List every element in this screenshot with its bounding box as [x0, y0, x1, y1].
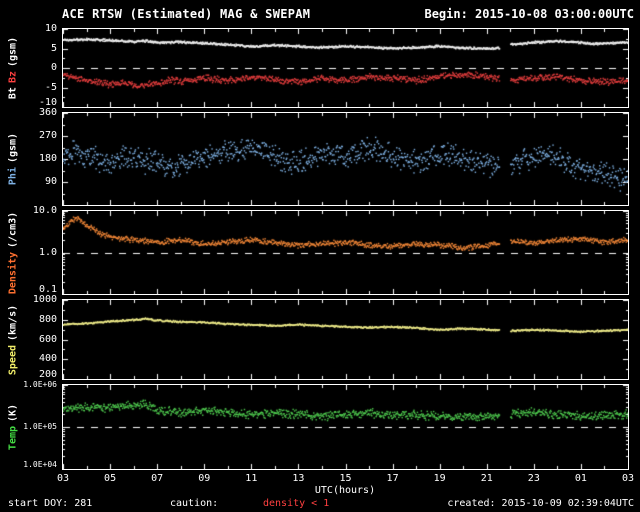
x-tick-label: 03	[56, 473, 70, 484]
y-axis-label-part: Temp	[7, 425, 19, 451]
x-tick-label: 03	[621, 473, 635, 484]
x-tick-label: 19	[433, 473, 446, 484]
y-tick-label: 0.1	[38, 284, 57, 295]
y-tick-label: 1000	[32, 294, 57, 305]
y-axis-label: Speed (km/s)	[8, 302, 19, 376]
y-axis-label-part: Bt	[7, 87, 19, 100]
y-tick-label: 10	[44, 23, 57, 34]
y-axis-label-part: (km/s)	[7, 304, 19, 341]
panel-phi	[62, 112, 629, 206]
caution-label: caution:	[170, 498, 219, 509]
y-tick-label: 10.0	[32, 205, 57, 216]
panel-speed	[62, 299, 629, 380]
y-axis-label-part: Bz	[7, 71, 19, 84]
y-tick-label: 200	[38, 369, 57, 380]
created-timestamp: created: 2015-10-09 02:39:04UTC	[447, 498, 634, 509]
y-tick-label: 1.0E+05	[23, 422, 57, 431]
y-tick-label: 270	[38, 130, 57, 141]
y-axis-label-part: (gsm)	[7, 36, 19, 68]
y-axis-label-part: Phi	[7, 167, 19, 186]
y-axis-label-part: (/cm3)	[7, 211, 19, 248]
y-tick-label: -10	[38, 97, 57, 108]
y-tick-label: 180	[38, 153, 57, 164]
y-axis-label: Phi (gsm)	[8, 131, 19, 187]
y-tick-label: 800	[38, 313, 57, 325]
y-axis-label: Density (/cm3)	[8, 209, 19, 295]
y-axis-label-part: (gsm)	[7, 132, 19, 164]
speed-canvas	[63, 300, 628, 379]
y-tick-label: 360	[38, 107, 57, 118]
y-tick-label: 1.0E+06	[23, 380, 57, 389]
x-tick-label: 17	[386, 473, 399, 484]
x-tick-label: 01	[574, 473, 587, 484]
start-doy-label: start DOY: 281	[8, 498, 93, 509]
y-tick-label: 400	[38, 353, 57, 365]
x-tick-label: 11	[245, 473, 258, 484]
bt-bz-canvas	[63, 29, 628, 107]
y-tick-label: 600	[38, 333, 57, 345]
y-tick-label: 0	[50, 62, 57, 73]
x-tick-label: 07	[151, 473, 164, 484]
y-axis-label: Temp (K)	[8, 402, 19, 452]
y-tick-label: 1.0	[38, 246, 57, 258]
panel-density	[62, 210, 629, 295]
temp-canvas	[63, 385, 628, 469]
phi-canvas	[63, 113, 628, 205]
y-axis-label-part: (K)	[7, 403, 19, 422]
y-axis-label-part: Speed	[7, 344, 19, 375]
x-tick-label: 05	[104, 473, 117, 484]
y-axis-label-part: Density	[7, 251, 19, 294]
x-tick-label: 21	[480, 473, 493, 484]
density-canvas	[63, 211, 628, 294]
chart-title: ACE RTSW (Estimated) MAG & SWEPAM	[62, 7, 311, 21]
x-tick-label: 13	[292, 473, 305, 484]
panel-bt-bz	[62, 28, 629, 108]
y-tick-label: 1.0E+04	[23, 460, 57, 469]
panel-temp	[62, 384, 629, 470]
y-tick-label: -5	[44, 81, 57, 93]
x-tick-label: 23	[527, 473, 540, 484]
x-tick-label: 09	[198, 473, 211, 484]
x-tick-label: 15	[339, 473, 352, 484]
caution-density-warning: density < 1	[263, 498, 330, 509]
x-axis-title: UTC(hours)	[314, 485, 376, 496]
begin-timestamp: Begin: 2015-10-08 03:00:00UTC	[424, 7, 634, 21]
y-tick-label: 90	[44, 176, 57, 187]
y-tick-label: 5	[50, 42, 57, 54]
y-axis-label: Bt Bz (gsm)	[8, 35, 19, 101]
